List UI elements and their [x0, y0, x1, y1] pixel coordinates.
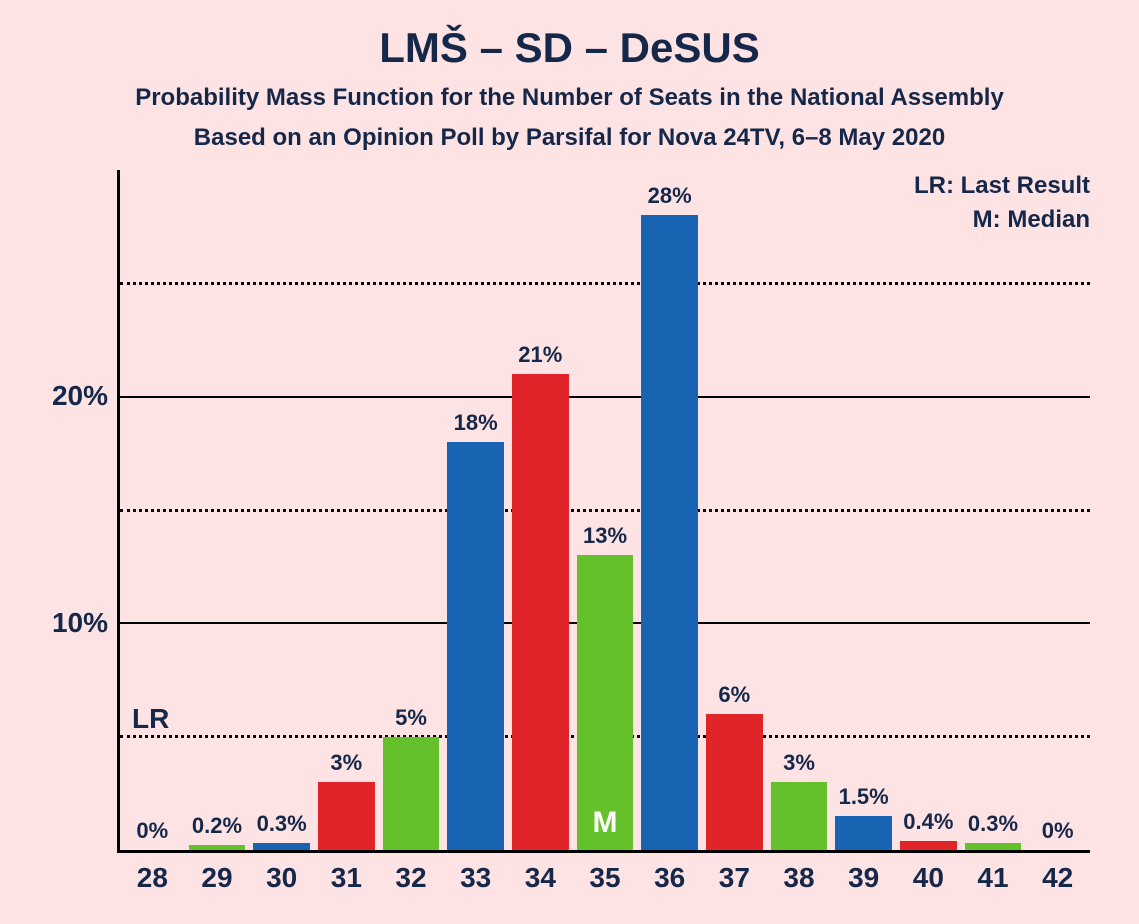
- y-axis: [117, 170, 120, 853]
- bar: [512, 374, 569, 850]
- x-tick-label: 31: [331, 862, 362, 894]
- bar-value-label: 0%: [136, 818, 168, 844]
- x-tick-label: 39: [848, 862, 879, 894]
- x-tick-label: 37: [719, 862, 750, 894]
- x-tick-label: 40: [913, 862, 944, 894]
- bar: [835, 816, 892, 850]
- bar-value-label: 0.2%: [192, 813, 242, 839]
- x-tick-label: 38: [783, 862, 814, 894]
- bar-value-label: 3%: [783, 750, 815, 776]
- y-tick-label: 20%: [0, 380, 108, 412]
- bar: [383, 737, 440, 850]
- bar-value-label: 0%: [1042, 818, 1074, 844]
- x-tick-label: 42: [1042, 862, 1073, 894]
- bar-value-label: 0.3%: [968, 811, 1018, 837]
- bar-value-label: 6%: [718, 682, 750, 708]
- chart-stage: LMŠ – SD – DeSUS Probability Mass Functio…: [0, 0, 1139, 924]
- bar: [447, 442, 504, 850]
- bar-value-label: 28%: [648, 183, 692, 209]
- chart-title: LMŠ – SD – DeSUS: [0, 24, 1139, 72]
- x-tick-label: 41: [977, 862, 1008, 894]
- x-axis: [117, 850, 1090, 853]
- y-tick-label: 10%: [0, 607, 108, 639]
- bar: [900, 841, 957, 850]
- x-tick-label: 35: [589, 862, 620, 894]
- bar: [641, 215, 698, 850]
- bar-value-label: 3%: [330, 750, 362, 776]
- grid-minor: [120, 282, 1090, 285]
- bar: [318, 782, 375, 850]
- bar: [771, 782, 828, 850]
- chart-subtitle-2: Based on an Opinion Poll by Parsifal for…: [0, 124, 1139, 152]
- x-tick-label: 29: [201, 862, 232, 894]
- x-tick-label: 34: [525, 862, 556, 894]
- bar: [706, 714, 763, 850]
- grid-major: [120, 396, 1090, 398]
- plot-area: 0% 0.2% 0.3% 3% 5% 18% 21% 13% 28% 6% 3% 1.5% 0.4% 0.…: [120, 170, 1090, 850]
- bar-value-label: 0.4%: [903, 809, 953, 835]
- bar-value-label: 5%: [395, 705, 427, 731]
- bar-value-label: 18%: [454, 410, 498, 436]
- bar-value-label: 1.5%: [839, 784, 889, 810]
- lr-marker: LR: [132, 703, 169, 735]
- bar: [189, 845, 246, 850]
- bar-value-label: 21%: [518, 342, 562, 368]
- bar: [253, 843, 310, 850]
- x-tick-label: 32: [395, 862, 426, 894]
- x-tick-label: 33: [460, 862, 491, 894]
- median-marker: M: [593, 806, 618, 840]
- chart-subtitle-1: Probability Mass Function for the Number…: [0, 84, 1139, 112]
- bar: [965, 843, 1022, 850]
- x-tick-label: 28: [137, 862, 168, 894]
- x-tick-label: 30: [266, 862, 297, 894]
- grid-minor: [120, 509, 1090, 512]
- bar-value-label: 13%: [583, 523, 627, 549]
- bar-value-label: 0.3%: [257, 811, 307, 837]
- x-tick-label: 36: [654, 862, 685, 894]
